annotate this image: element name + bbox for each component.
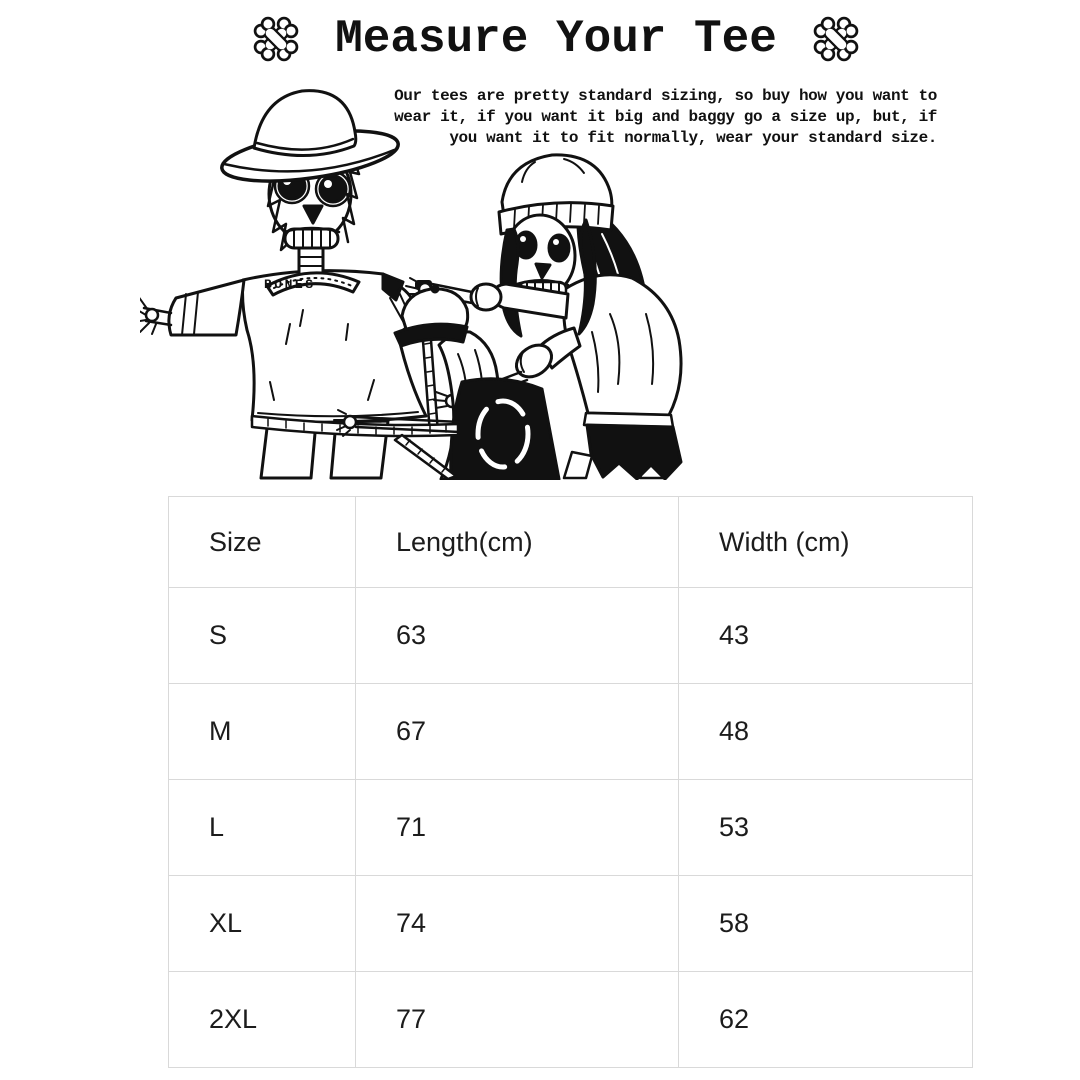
width-cell: 43 — [678, 587, 973, 684]
length-cell: 63 — [355, 587, 679, 684]
column-header-size: Size — [168, 496, 356, 588]
table-row: 2XL 77 62 — [168, 971, 973, 1068]
width-cell: 48 — [678, 683, 973, 780]
shirt-logo-text: BONES — [264, 277, 316, 292]
size-cell: S — [168, 587, 356, 684]
table-row: M 67 48 — [168, 683, 973, 780]
page-title: Measure Your Tee — [335, 13, 777, 65]
width-cell: 53 — [678, 779, 973, 876]
crossbones-icon — [813, 16, 859, 62]
length-cell: 71 — [355, 779, 679, 876]
length-cell: 74 — [355, 875, 679, 972]
width-cell: 58 — [678, 875, 973, 972]
kneeling-skeleton-arm — [333, 409, 462, 437]
size-chart-table: Size Length(cm) Width (cm) S 63 43 M 67 … — [168, 496, 973, 1068]
crossbones-icon — [253, 16, 299, 62]
length-cell: 67 — [355, 683, 679, 780]
skeleton-girl — [405, 153, 683, 480]
size-cell: M — [168, 683, 356, 780]
size-cell: L — [168, 779, 356, 876]
sizing-advice-text: Our tees are pretty standard sizing, so … — [394, 87, 937, 147]
page-header: Measure Your Tee — [16, 10, 1080, 68]
skeletons-measuring-tee-illustration: BONES — [140, 89, 683, 480]
table-row: XL 74 58 — [168, 875, 973, 972]
table-row: S 63 43 — [168, 587, 973, 684]
table-header-row: Size Length(cm) Width (cm) — [168, 496, 973, 588]
kneeling-skeleton — [393, 284, 561, 480]
size-cell: XL — [168, 875, 356, 972]
column-header-length: Length(cm) — [355, 496, 679, 588]
size-cell: 2XL — [168, 971, 356, 1068]
length-cell: 77 — [355, 971, 679, 1068]
table-row: L 71 53 — [168, 779, 973, 876]
width-cell: 62 — [678, 971, 973, 1068]
column-header-width: Width (cm) — [678, 496, 973, 588]
